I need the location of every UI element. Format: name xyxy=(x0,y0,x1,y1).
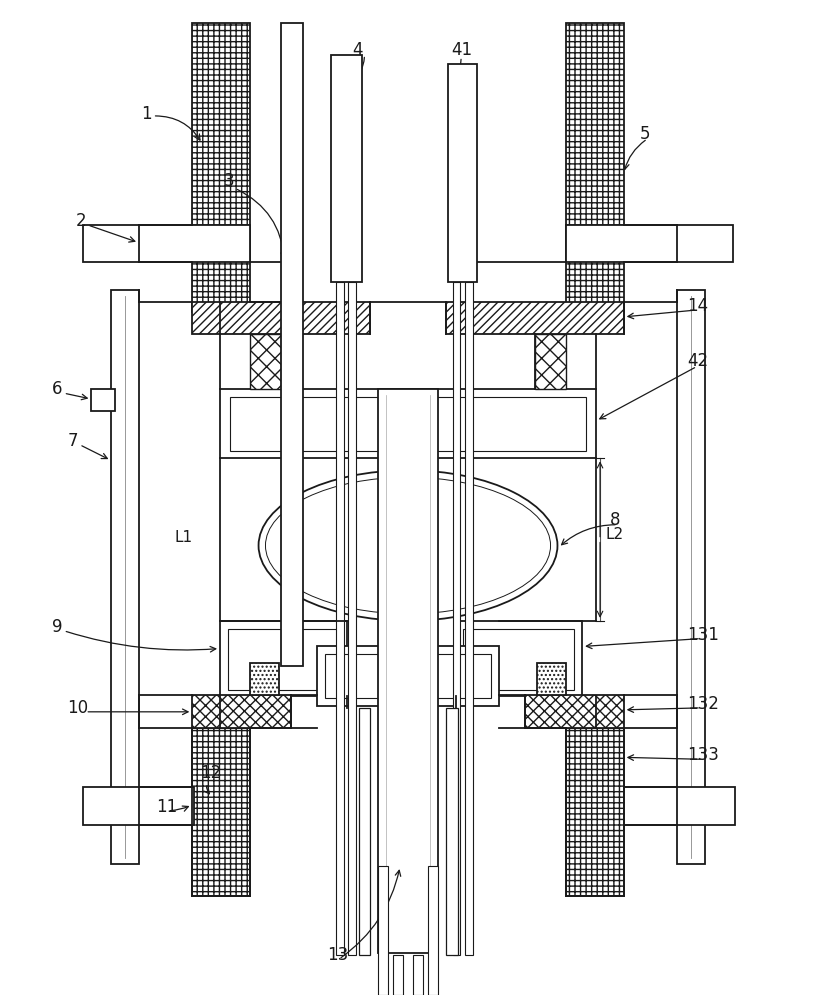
Text: 42: 42 xyxy=(687,352,708,370)
Text: 131: 131 xyxy=(687,626,719,644)
Text: 4: 4 xyxy=(353,41,363,59)
Bar xyxy=(446,708,457,955)
Text: 1: 1 xyxy=(141,105,151,123)
Text: 13: 13 xyxy=(327,946,348,964)
Bar xyxy=(413,955,423,995)
Bar xyxy=(228,629,339,690)
Bar xyxy=(249,334,281,389)
Bar xyxy=(428,866,438,995)
Bar xyxy=(220,389,596,458)
Text: 5: 5 xyxy=(640,125,650,143)
Bar xyxy=(393,955,403,995)
Bar xyxy=(358,708,371,955)
Bar xyxy=(220,621,347,696)
Text: 6: 6 xyxy=(52,380,62,398)
Bar xyxy=(465,282,474,955)
Bar xyxy=(464,629,574,690)
Bar xyxy=(537,663,566,695)
Text: 3: 3 xyxy=(224,172,235,190)
Text: 41: 41 xyxy=(452,41,473,59)
Bar xyxy=(348,282,356,955)
Bar xyxy=(192,302,371,334)
Bar xyxy=(677,290,705,864)
Bar xyxy=(566,23,624,312)
Bar xyxy=(535,334,566,389)
Bar xyxy=(92,389,115,411)
Text: 11: 11 xyxy=(156,798,178,816)
Text: 9: 9 xyxy=(52,618,62,636)
Text: 14: 14 xyxy=(687,297,708,315)
Bar xyxy=(525,695,624,728)
Ellipse shape xyxy=(266,477,551,614)
Bar xyxy=(192,695,291,728)
Bar xyxy=(446,302,624,334)
Bar xyxy=(447,64,477,282)
Bar xyxy=(111,290,139,864)
Bar xyxy=(452,282,461,955)
Text: 7: 7 xyxy=(68,432,78,450)
Bar xyxy=(335,282,344,955)
Bar xyxy=(192,728,249,896)
Bar xyxy=(317,646,499,706)
Bar xyxy=(83,225,249,262)
Bar xyxy=(330,55,362,282)
Bar xyxy=(83,787,194,825)
Text: 2: 2 xyxy=(75,212,86,230)
Text: L1: L1 xyxy=(174,530,192,545)
Text: 133: 133 xyxy=(687,746,719,764)
Bar xyxy=(566,225,733,262)
Bar xyxy=(249,663,279,695)
Text: 132: 132 xyxy=(687,695,719,713)
Bar xyxy=(281,23,303,666)
Bar xyxy=(230,397,587,451)
Bar xyxy=(624,787,735,825)
Bar xyxy=(378,866,389,995)
Text: L2: L2 xyxy=(606,527,624,542)
Bar xyxy=(378,389,438,953)
Text: 8: 8 xyxy=(610,511,620,529)
Bar xyxy=(566,728,624,896)
Bar xyxy=(456,621,582,696)
Bar xyxy=(192,23,249,312)
Text: 12: 12 xyxy=(200,764,222,782)
Text: 10: 10 xyxy=(68,699,88,717)
Bar xyxy=(325,654,491,698)
Ellipse shape xyxy=(258,470,558,621)
